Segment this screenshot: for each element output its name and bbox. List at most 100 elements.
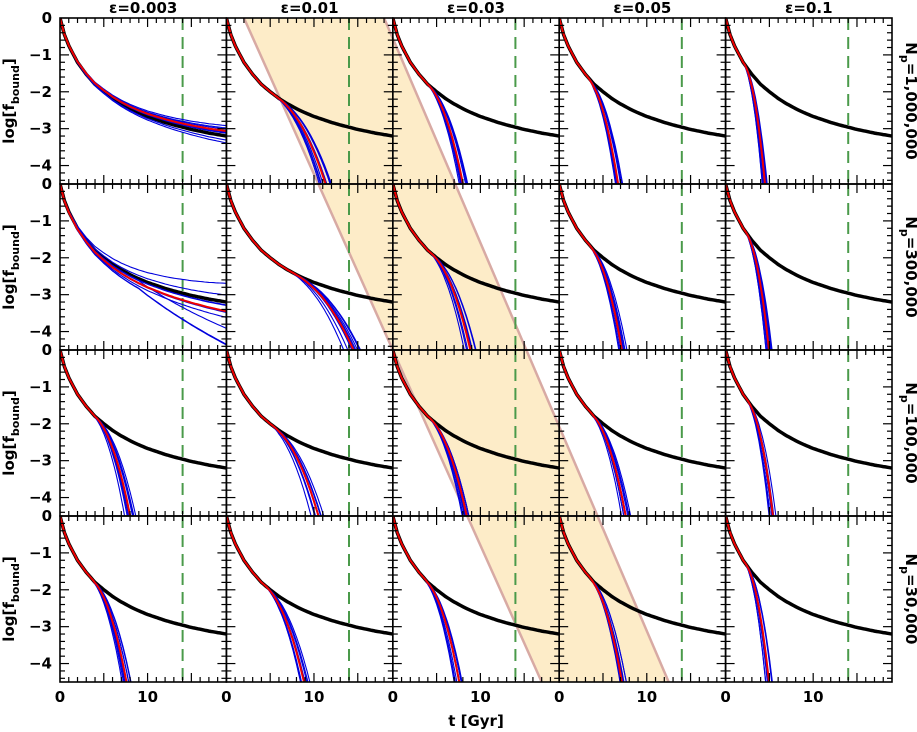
- panel-frame: [59, 349, 228, 517]
- simulation-run-curve: [226, 350, 322, 516]
- panel-r3-c4: [724, 515, 893, 683]
- y-axis-label: log[fbound]: [0, 390, 22, 475]
- reference-curve: [725, 516, 892, 636]
- panel-r3-c3: [558, 515, 727, 683]
- y-tick-label: −1: [29, 544, 52, 562]
- panel-r3-c0: [59, 515, 228, 683]
- panel-grid: [59, 17, 893, 683]
- column-title: ε=0.01: [281, 0, 339, 17]
- median-run-curve: [392, 350, 468, 516]
- median-run-curve: [725, 18, 766, 184]
- panel-r1-c0: [59, 183, 228, 351]
- simulation-run-curve: [226, 350, 312, 516]
- panel-frame: [724, 17, 893, 185]
- simulation-run-curve: [725, 18, 765, 184]
- simulation-run-curve: [725, 516, 773, 682]
- panel-r0-c1: [225, 17, 394, 185]
- column-title: ε=0.1: [785, 0, 833, 17]
- x-tick-label: 10: [304, 688, 325, 706]
- panel-frame: [225, 515, 394, 683]
- y-tick-label: −4: [29, 489, 52, 507]
- simulation-run-curve: [226, 350, 322, 516]
- y-tick-label: −3: [29, 286, 52, 304]
- panel-frame: [724, 515, 893, 683]
- reference-curve: [559, 18, 726, 138]
- simulation-run-curve: [226, 350, 316, 516]
- simulation-run-curve: [60, 184, 227, 306]
- panel-frame: [724, 183, 893, 351]
- row-label: Np=100,000: [898, 382, 917, 483]
- simulation-run-curve: [60, 184, 227, 314]
- simulation-run-curve: [725, 18, 767, 184]
- y-tick-label: −4: [29, 157, 52, 175]
- y-tick-label: 0: [42, 175, 52, 193]
- simulation-run-curve: [725, 184, 771, 350]
- reference-curve: [226, 516, 393, 636]
- y-tick-label: −3: [29, 120, 52, 138]
- panel-frame: [59, 17, 228, 185]
- simulation-run-curve: [60, 184, 227, 346]
- median-run-curve: [392, 18, 465, 184]
- simulation-run-curve: [725, 184, 772, 350]
- y-tick-label: 0: [42, 507, 52, 525]
- simulation-run-curve: [725, 18, 766, 184]
- x-tick-label: 0: [388, 688, 398, 706]
- simulation-run-curve: [226, 350, 320, 516]
- reference-curve: [60, 516, 227, 636]
- reference-curve: [559, 184, 726, 304]
- x-tick-label: 0: [221, 688, 231, 706]
- y-tick-label: −2: [29, 581, 52, 599]
- x-tick-label: 10: [803, 688, 824, 706]
- y-tick-label: −3: [29, 452, 52, 470]
- panel-r1-c1: [225, 183, 394, 351]
- simulation-run-curve: [60, 184, 227, 296]
- simulation-run-curve: [725, 18, 767, 184]
- median-run-curve: [559, 350, 627, 516]
- y-tick-label: −4: [29, 655, 52, 673]
- median-run-curve: [392, 516, 461, 682]
- simulation-run-curve: [60, 350, 137, 516]
- x-axis-label: t [Gyr]: [448, 712, 504, 730]
- y-tick-label: −2: [29, 83, 52, 101]
- simulation-run-curve: [725, 18, 767, 184]
- row-label: Np=1,000,000: [898, 42, 917, 159]
- simulation-run-curve: [60, 184, 227, 284]
- simulation-run-curve: [725, 516, 773, 682]
- y-axis-label: log[fbound]: [0, 556, 22, 641]
- simulation-run-curve: [725, 18, 767, 184]
- panel-r0-c4: [724, 17, 893, 185]
- panel-r1-c4: [724, 183, 893, 351]
- simulation-run-curve: [725, 18, 768, 184]
- median-run-curve: [392, 184, 472, 350]
- panel-r1-c3: [558, 183, 727, 351]
- simulation-run-curve: [60, 184, 227, 307]
- column-title: ε=0.003: [109, 0, 177, 17]
- median-run-curve: [559, 516, 623, 682]
- y-tick-label: −3: [29, 618, 52, 636]
- panel-frame: [724, 349, 893, 517]
- panel-r0-c3: [558, 17, 727, 185]
- x-tick-label: 10: [137, 688, 158, 706]
- median-run-curve: [60, 516, 128, 682]
- panel-frame: [558, 17, 727, 185]
- reference-curve: [559, 350, 726, 470]
- row-label: Np=30,000: [898, 554, 917, 645]
- reference-curve: [725, 184, 892, 304]
- x-tick-label: 0: [554, 688, 564, 706]
- reference-curve: [226, 350, 393, 470]
- panel-r3-c2: [391, 515, 560, 683]
- simulation-run-curve: [725, 516, 773, 682]
- simulation-run-curve: [226, 516, 308, 682]
- y-tick-label: 0: [42, 341, 52, 359]
- median-run-curve: [226, 18, 327, 184]
- reference-curve: [725, 350, 892, 470]
- panel-frame: [59, 515, 228, 683]
- panel-r3-c1: [225, 515, 394, 683]
- simulation-run-curve: [60, 18, 227, 144]
- simulation-run-curve: [226, 516, 306, 682]
- median-run-curve: [725, 184, 770, 350]
- median-run-curve: [60, 18, 227, 132]
- panel-r2-c4: [724, 349, 893, 517]
- panel-r2-c1: [225, 349, 394, 517]
